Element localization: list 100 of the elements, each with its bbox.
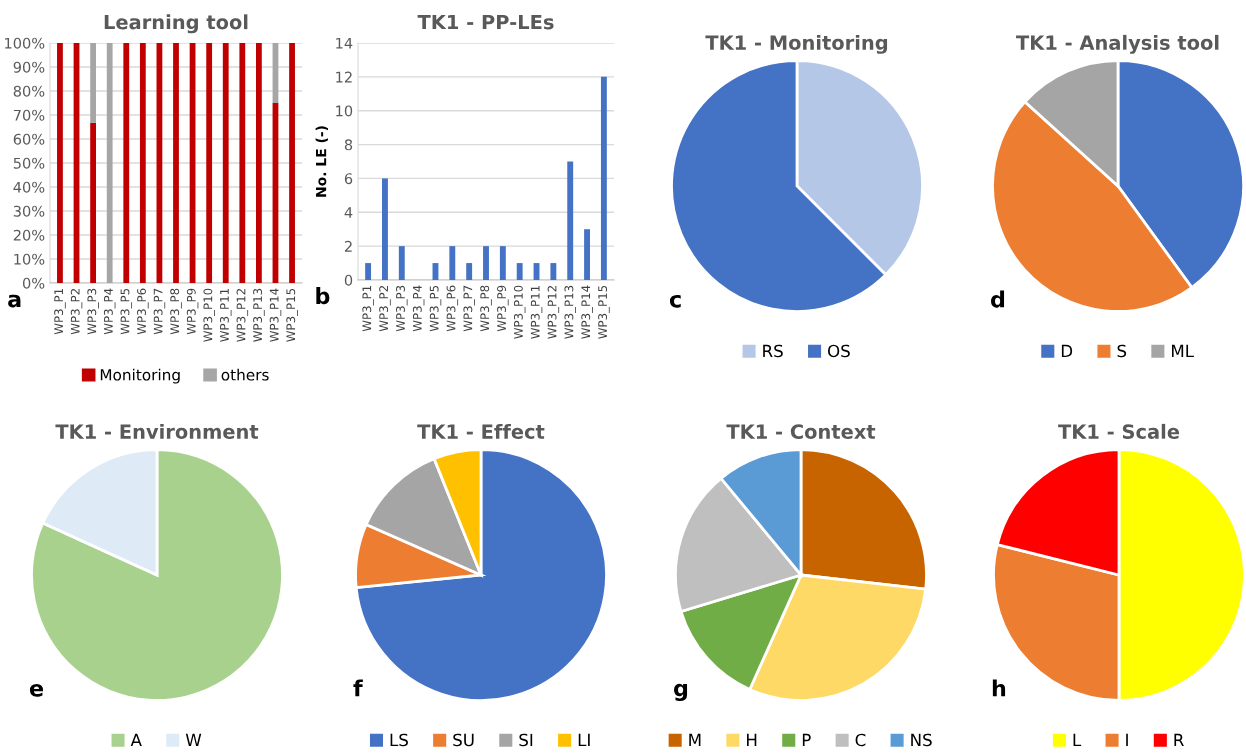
x-tick-label: WP3_P11	[530, 285, 543, 339]
bar	[106, 43, 113, 283]
legend-label: M	[689, 733, 701, 747]
x-tick-label: WP3_P8	[170, 288, 182, 335]
bar	[600, 76, 607, 280]
bar	[584, 229, 590, 280]
x-tick-label: WP3_P14	[269, 288, 282, 342]
legend-label: LI	[578, 733, 590, 747]
bar	[222, 43, 229, 283]
y-tick-label: 10	[336, 105, 353, 117]
x-tick-label: WP3_P10	[513, 285, 526, 339]
bar	[499, 246, 506, 280]
y-tick-label: 10%	[14, 253, 45, 265]
legend-label: D	[1061, 344, 1073, 358]
legend-label: A	[130, 733, 142, 747]
bar	[90, 43, 97, 123]
legend-label: RS	[763, 344, 783, 358]
chart-title: TK1 - Effect	[417, 423, 545, 439]
bar	[173, 43, 179, 283]
legend-label: L	[1073, 733, 1082, 747]
y-tick-label: 100%	[5, 37, 45, 49]
x-tick-label: WP3_P9	[497, 285, 509, 332]
y-tick-label: 20%	[13, 229, 45, 241]
y-tick-label: 40%	[13, 181, 45, 193]
legend-label: I	[1126, 733, 1128, 747]
text: g	[674, 683, 688, 701]
y-axis-title: No. LE (-)	[315, 126, 328, 197]
chart-title: TK1 - Scale	[1058, 423, 1180, 439]
x-tick-label: WP3_P10	[203, 288, 215, 342]
x-tick-label: WP3_P15	[598, 285, 610, 339]
legend-label: SU	[453, 733, 474, 747]
x-tick-label: WP3_P12	[547, 286, 560, 339]
y-tick-label: 90%	[13, 61, 45, 73]
y-tick-label: 60%	[13, 133, 45, 145]
legend-label: ML	[1172, 344, 1194, 358]
x-tick-label: WP3_P14	[581, 285, 593, 339]
x-tick-label: WP3_P6	[446, 285, 459, 332]
bar	[365, 263, 372, 280]
x-tick-label: WP3_P11	[219, 288, 232, 342]
chart-title: Learning tool	[104, 14, 248, 34]
x-tick-label: WP3_P12	[236, 289, 249, 342]
text: h	[992, 679, 1006, 697]
x-tick-label: WP3_P7	[153, 288, 166, 335]
x-tick-label: WP3_P3	[396, 285, 408, 332]
x-tick-label: WP3_P3	[87, 288, 99, 335]
legend-label: SI	[519, 733, 533, 747]
x-tick-label: WP3_P15	[286, 288, 298, 342]
x-tick-label: WP3_P1	[362, 285, 374, 332]
bar	[90, 122, 97, 283]
chart-title: TK1 - Analysis tool	[1016, 34, 1219, 54]
x-tick-label: WP3_P9	[186, 288, 199, 335]
bar	[123, 43, 130, 283]
pie-slice	[354, 448, 608, 702]
x-tick-label: WP3_P7	[463, 285, 475, 332]
bar	[139, 43, 146, 283]
y-tick-label: 12	[336, 71, 352, 83]
legend-label: LS	[390, 733, 408, 747]
text: c	[669, 294, 681, 308]
bar	[382, 178, 388, 280]
bar	[466, 263, 473, 280]
x-tick-label: WP3_P4	[103, 288, 116, 335]
x-tick-label: WP3_P6	[137, 288, 149, 335]
x-tick-label: WP3_P5	[120, 288, 133, 335]
bar	[483, 246, 489, 280]
legend-label: S	[1117, 344, 1127, 358]
legend-label: P	[802, 733, 811, 747]
bar	[398, 246, 405, 280]
bar	[57, 43, 63, 283]
text: a	[8, 294, 21, 308]
y-tick-label: 6	[344, 173, 353, 185]
legend-label: others	[221, 368, 269, 381]
chart-title: TK1 - PP-LEs	[417, 14, 554, 30]
y-tick-label: 30%	[13, 205, 45, 217]
legend-label: R	[1174, 733, 1184, 747]
legend-label: C	[855, 733, 866, 747]
text: e	[29, 683, 43, 697]
text: d	[991, 290, 1005, 308]
x-tick-label: WP3_P5	[429, 285, 442, 332]
x-tick-label: WP3_P2	[379, 286, 391, 332]
bar	[239, 43, 246, 283]
y-tick-label: 0%	[22, 277, 45, 289]
y-tick-label: 2	[344, 240, 352, 252]
bar	[550, 263, 557, 280]
y-tick-label: 14	[336, 37, 353, 49]
bar	[449, 246, 456, 280]
x-tick-label: WP3_P8	[480, 285, 492, 332]
y-tick-label: 0	[344, 274, 353, 286]
chart-title: TK1 - Context	[726, 424, 876, 439]
y-tick-label: 8	[344, 139, 353, 151]
y-tick-label: 4	[344, 207, 353, 218]
text: b	[316, 287, 330, 305]
bar	[289, 43, 295, 283]
bar	[516, 263, 523, 280]
x-tick-label: WP3_P13	[564, 285, 576, 339]
x-tick-label: WP3_P13	[253, 288, 265, 342]
y-tick-label: 80%	[13, 85, 45, 97]
bar	[206, 43, 213, 283]
text: f	[353, 679, 363, 697]
x-tick-label: WP3_P4	[412, 285, 425, 332]
legend-label: H	[747, 733, 757, 747]
